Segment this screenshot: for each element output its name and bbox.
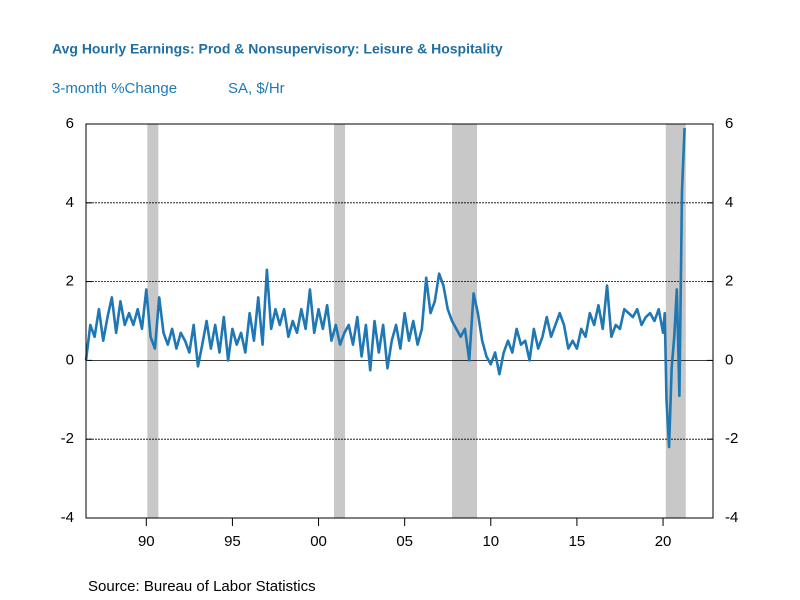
chart-subtitle: 3-month %Change	[52, 80, 177, 97]
x-tick-label: 90	[138, 533, 155, 550]
y2-tick-label: 0	[725, 351, 733, 368]
y-tick-label: 6	[66, 115, 74, 132]
y2-tick-label: 4	[725, 194, 733, 211]
x-tick-label: 95	[224, 533, 241, 550]
x-tick-label: 05	[396, 533, 413, 550]
data-line	[84, 127, 686, 449]
recession-band	[334, 124, 346, 518]
y2-tick-label: 6	[725, 115, 733, 132]
y2-tick-label: 2	[725, 273, 733, 290]
source-note: Source: Bureau of Labor Statistics	[88, 578, 316, 595]
y2-tick-label: -2	[725, 430, 738, 447]
recession-band	[452, 124, 478, 518]
x-tick-label: 15	[569, 533, 586, 550]
y-tick-label: 2	[66, 273, 74, 290]
y2-tick-label: -4	[725, 509, 738, 526]
y-tick-label: -4	[61, 509, 74, 526]
y-tick-label: -2	[61, 430, 74, 447]
y-tick-label: 4	[66, 194, 74, 211]
y-tick-label: 0	[66, 351, 74, 368]
x-tick-label: 10	[482, 533, 499, 550]
recession-band	[147, 124, 159, 518]
plot-frame	[85, 123, 714, 519]
units-label: SA, $/Hr	[228, 80, 285, 97]
x-tick-label: 00	[310, 533, 327, 550]
chart-title: Avg Hourly Earnings: Prod & Nonsuperviso…	[52, 41, 503, 57]
x-tick-label: 20	[655, 533, 672, 550]
